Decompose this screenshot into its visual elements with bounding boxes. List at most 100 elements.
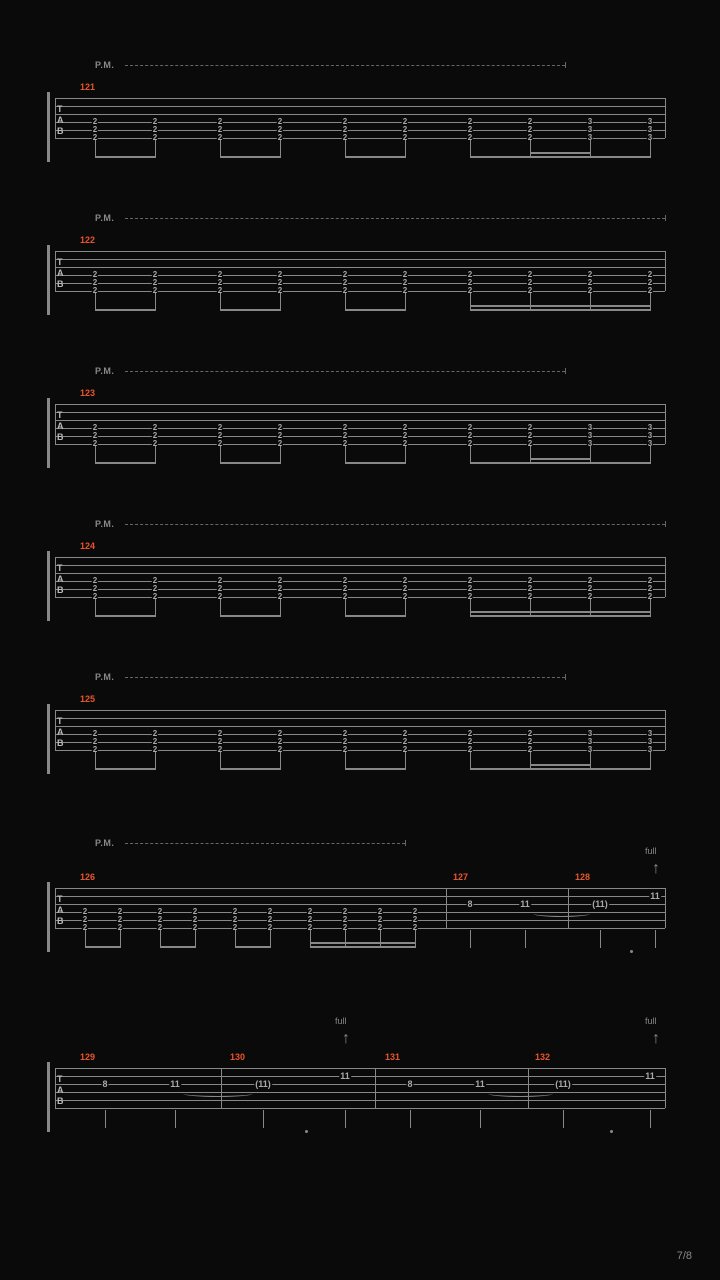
note-stem xyxy=(105,1110,106,1128)
bend-label: full xyxy=(645,1016,657,1026)
beam xyxy=(345,462,406,464)
barline xyxy=(55,710,56,750)
beam xyxy=(530,462,591,464)
staff-bracket xyxy=(47,92,50,162)
staff-bracket xyxy=(47,245,50,315)
fret-number: 8 xyxy=(466,900,473,909)
tab-clef-letter: A xyxy=(57,115,64,125)
measure-number: 132 xyxy=(535,1052,550,1062)
palm-mute-end xyxy=(565,62,566,68)
tab-clef-letter: B xyxy=(57,279,64,289)
staff-line xyxy=(55,1108,665,1109)
barline xyxy=(665,404,666,444)
note-stem xyxy=(175,1110,176,1128)
note-stem xyxy=(263,1110,264,1128)
palm-mute-end xyxy=(405,840,406,846)
measure-number: 125 xyxy=(80,694,95,704)
beam xyxy=(470,615,651,617)
staff-line xyxy=(55,436,665,437)
tie-slur xyxy=(183,1090,253,1097)
measure-number: 123 xyxy=(80,388,95,398)
beam xyxy=(220,309,281,311)
staff-line xyxy=(55,106,665,107)
staff-line xyxy=(55,428,665,429)
staff-line xyxy=(55,444,665,445)
tab-clef-letter: A xyxy=(57,727,64,737)
palm-mute-end xyxy=(565,674,566,680)
staff-bracket xyxy=(47,551,50,621)
staff-line xyxy=(55,557,665,558)
palm-mute-extent xyxy=(125,677,565,679)
fret-number: 11 xyxy=(649,892,661,901)
palm-mute-label: P.M. xyxy=(95,519,114,529)
beam xyxy=(590,156,651,158)
beam xyxy=(345,615,406,617)
tab-clef-letter: B xyxy=(57,432,64,442)
tab-clef-letter: B xyxy=(57,916,64,926)
beam-secondary xyxy=(530,764,591,766)
beam-secondary xyxy=(530,152,591,154)
palm-mute-extent xyxy=(125,371,565,373)
fret-number: 11 xyxy=(339,1072,351,1081)
page-number: 7/8 xyxy=(677,1250,692,1262)
fret-number: 8 xyxy=(101,1080,108,1089)
bend-label: full xyxy=(335,1016,347,1026)
staff-line xyxy=(55,130,665,131)
tab-clef-letter: T xyxy=(57,410,63,420)
barline xyxy=(55,251,56,291)
tab-clef-letter: A xyxy=(57,268,64,278)
staff-line xyxy=(55,114,665,115)
beam xyxy=(345,156,406,158)
beam xyxy=(590,462,651,464)
tab-clef-letter: A xyxy=(57,574,64,584)
rhythm-dot xyxy=(630,950,633,953)
staff-line xyxy=(55,1068,665,1069)
barline xyxy=(665,98,666,138)
staff-line xyxy=(55,1092,665,1093)
staff-bracket xyxy=(47,1062,50,1132)
fret-number: (11) xyxy=(591,900,609,909)
palm-mute-extent xyxy=(125,843,405,845)
beam-secondary xyxy=(470,305,651,307)
measure-number: 121 xyxy=(80,82,95,92)
barline xyxy=(665,251,666,291)
tab-clef-letter: A xyxy=(57,421,64,431)
fret-number: 11 xyxy=(169,1080,181,1089)
note-stem xyxy=(410,1110,411,1128)
staff-line xyxy=(55,904,665,905)
fret-number: (11) xyxy=(554,1080,572,1089)
staff-line xyxy=(55,259,665,260)
barline xyxy=(375,1068,376,1108)
staff-line xyxy=(55,98,665,99)
note-stem xyxy=(563,1110,564,1128)
measure-number: 126 xyxy=(80,872,95,882)
beam xyxy=(470,309,651,311)
tab-clef-letter: T xyxy=(57,104,63,114)
barline xyxy=(568,888,569,928)
tab-clef-letter: T xyxy=(57,1074,63,1084)
fret-number: 8 xyxy=(406,1080,413,1089)
staff-line xyxy=(55,1076,665,1077)
measure-number: 122 xyxy=(80,235,95,245)
tab-clef-letter: A xyxy=(57,905,64,915)
measure-number: 129 xyxy=(80,1052,95,1062)
staff-bracket xyxy=(47,882,50,952)
beam xyxy=(310,946,416,948)
barline xyxy=(665,710,666,750)
staff-line xyxy=(55,1084,665,1085)
staff-line xyxy=(55,597,665,598)
staff-line xyxy=(55,291,665,292)
beam xyxy=(470,156,531,158)
beam xyxy=(85,946,121,948)
beam xyxy=(95,156,156,158)
palm-mute-extent xyxy=(125,524,665,526)
staff-bracket xyxy=(47,704,50,774)
tab-clef-letter: T xyxy=(57,716,63,726)
barline xyxy=(665,1068,666,1108)
beam xyxy=(220,768,281,770)
fret-number: (11) xyxy=(254,1080,272,1089)
note-stem xyxy=(650,1110,651,1128)
beam-secondary xyxy=(470,611,651,613)
barline xyxy=(55,557,56,597)
bend-label: full xyxy=(645,846,657,856)
